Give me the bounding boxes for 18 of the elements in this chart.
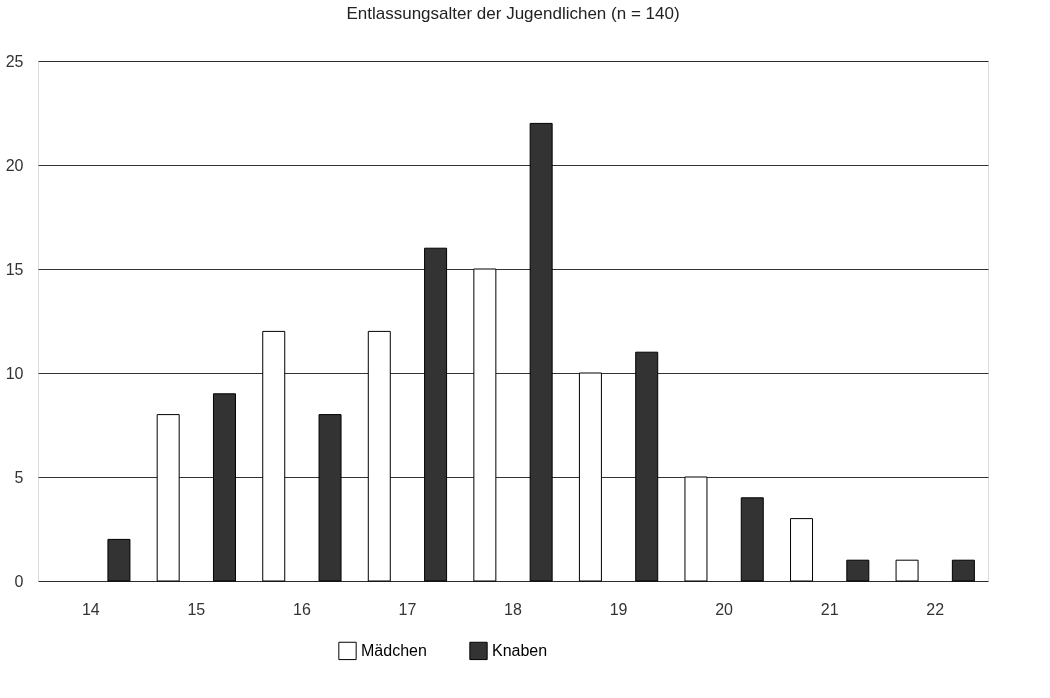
legend-label: Knaben [492,641,548,659]
x-tick-label: 20 [715,600,734,618]
y-tick-label: 25 [5,52,24,70]
x-tick-label: 14 [81,600,100,618]
x-tick-label: 19 [609,600,628,618]
x-tick-label: 16 [292,600,311,618]
y-tick-label: 15 [5,260,24,278]
y-tick-label: 20 [5,156,24,174]
x-tick-label: 18 [504,600,522,618]
x-tick-label: 22 [926,600,945,618]
legend-label: Mädchen [361,641,427,659]
y-tick-label: 5 [14,468,24,486]
x-tick-label: 15 [187,600,206,618]
x-tick-label: 21 [820,600,839,618]
x-tick-label: 17 [398,600,417,618]
y-tick-label: 0 [14,572,24,590]
y-tick-label: 10 [5,364,24,382]
chart-title: Entlassungsalter der Jugendlichen (n = 140) [346,4,680,23]
